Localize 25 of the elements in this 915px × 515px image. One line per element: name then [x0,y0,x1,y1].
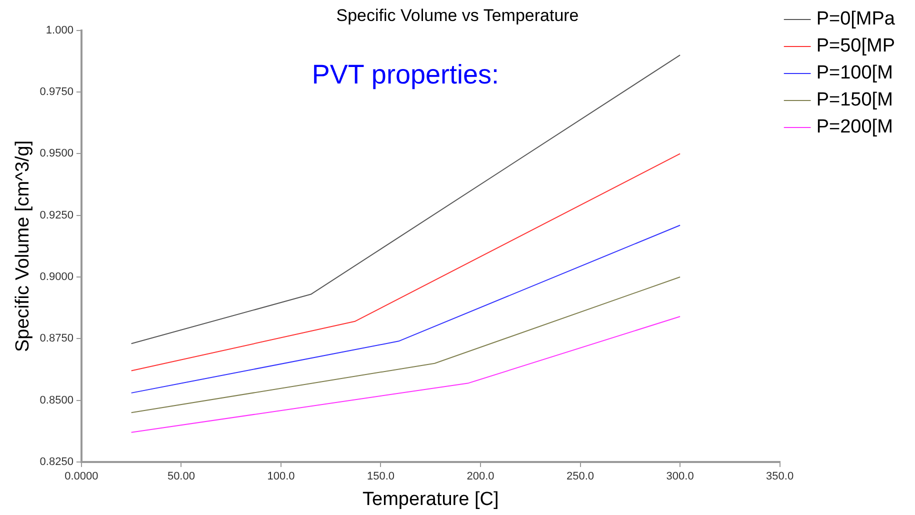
y-tick-label: 0.8250 [40,456,74,468]
x-tick-label: 0.0000 [64,470,98,483]
x-tick-label: 150.0 [366,470,395,483]
y-tick-label: 0.9000 [40,271,74,284]
y-tick-label: 0.8750 [40,332,74,345]
annotation: PVT properties: [312,59,499,90]
legend-label: P=150[M [816,90,893,111]
x-tick-label: 350.0 [766,470,794,483]
x-tick-label: 100.0 [267,470,295,483]
x-axis-title: Temperature [C] [362,488,499,510]
legend-label: P=100[M [816,62,893,84]
chart-title: Specific Volume vs Temperature [336,6,579,25]
legend-label: P=200[M [816,116,893,138]
y-tick-label: 0.9500 [40,148,74,160]
y-tick-label: 0.9750 [40,86,74,98]
legend-label: P=50[MP [816,36,896,57]
y-axis-title: Specific Volume [cm^3/g] [12,140,34,352]
legend-label: P=0[MPa [816,8,896,30]
y-tick-label: 1.000 [46,24,74,36]
y-tick-label: 0.8500 [40,394,74,406]
x-tick-label: 300.0 [666,470,694,483]
x-tick-label: 50.00 [167,470,195,483]
x-tick-label: 200.0 [466,470,494,483]
x-tick-label: 250.0 [566,470,594,483]
y-tick-label: 0.9250 [40,209,74,222]
